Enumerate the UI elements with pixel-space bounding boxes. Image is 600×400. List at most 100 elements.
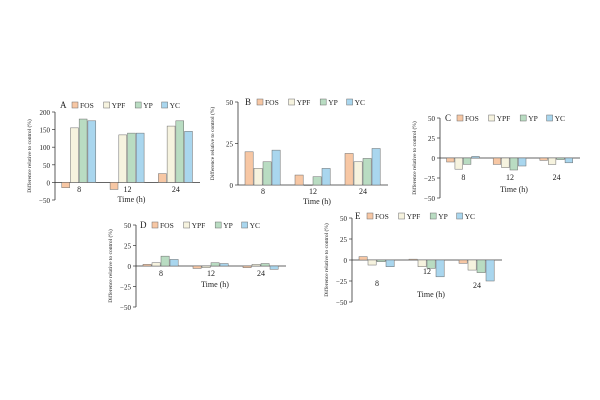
bar-yc-12 bbox=[435, 259, 445, 278]
bar-ypf-12 bbox=[201, 265, 211, 268]
y-tick-label: 0 bbox=[344, 257, 348, 265]
x-tick-label: 24 bbox=[172, 185, 180, 194]
legend-swatch-yc bbox=[241, 221, 248, 229]
y-tick-label: −25 bbox=[120, 284, 131, 292]
bar-yp-8 bbox=[463, 157, 472, 165]
bar-yc-8 bbox=[385, 259, 395, 267]
bar-ypf-24 bbox=[166, 125, 176, 183]
bar-yc-24 bbox=[485, 259, 495, 282]
x-tick-label: 8 bbox=[461, 173, 465, 182]
legend-label-fos: FOS bbox=[465, 114, 479, 123]
bar-fos-12 bbox=[109, 182, 119, 190]
bar-ypf-24 bbox=[251, 264, 261, 267]
panel-a: −50 0 50 100 150 200 8 12 24 Time (h) Difference r… bbox=[26, 100, 200, 205]
legend-swatch-ypf bbox=[488, 114, 495, 122]
bar-yp-24 bbox=[476, 259, 486, 273]
x-tick-label: 24 bbox=[473, 281, 481, 290]
legend-label-yp: YP bbox=[328, 98, 338, 107]
legend-label-fos: FOS bbox=[160, 221, 174, 230]
bar-yp-8 bbox=[160, 255, 170, 267]
legend-swatch-ypf bbox=[103, 101, 110, 109]
bar-yp-12 bbox=[210, 262, 220, 267]
y-tick-label: −25 bbox=[424, 175, 435, 183]
legend-label-yc: YC bbox=[250, 221, 260, 230]
legend-swatch-yc bbox=[456, 212, 463, 220]
bar-fos-8 bbox=[142, 264, 152, 267]
bar-yc-8 bbox=[87, 120, 97, 183]
legend-swatch-fos bbox=[151, 221, 159, 229]
panel-letter: D bbox=[140, 220, 147, 230]
bar-yc-12 bbox=[518, 157, 527, 167]
bar-yp-24 bbox=[556, 157, 565, 160]
bar-ypf-12 bbox=[417, 259, 427, 267]
bar-fos-24 bbox=[242, 265, 252, 268]
bar-yp-8 bbox=[376, 259, 386, 262]
x-tick-label: 12 bbox=[124, 185, 132, 194]
panel-e: −50 −25 0 25 50 8 12 24 Time (h) Difference relat… bbox=[323, 211, 502, 307]
bar-fos-24 bbox=[158, 173, 167, 183]
x-tick-label: 12 bbox=[309, 187, 317, 196]
bar-yc-24 bbox=[564, 157, 573, 164]
legend-swatch-yp bbox=[519, 114, 527, 122]
legend-swatch-ypf bbox=[183, 221, 190, 229]
x-axis-title: Time (h) bbox=[417, 290, 445, 299]
legend-swatch-ypf bbox=[288, 98, 295, 106]
bar-yp-24 bbox=[260, 263, 270, 267]
y-axis-title: Difference relative to control (%) bbox=[107, 229, 114, 303]
legend-swatch-yc bbox=[346, 98, 353, 106]
bar-yp-12 bbox=[509, 157, 518, 171]
y-axis-title: Difference relative to control (%) bbox=[323, 223, 330, 297]
legend-label-yc: YC bbox=[555, 114, 565, 123]
bar-yc-12 bbox=[135, 132, 145, 183]
legend-label-fos: FOS bbox=[265, 98, 279, 107]
bar-yc-8 bbox=[271, 149, 281, 186]
y-tick-label: 50 bbox=[340, 215, 348, 223]
y-tick-label: 100 bbox=[40, 144, 51, 152]
bar-fos-8 bbox=[61, 182, 70, 188]
y-tick-label: −50 bbox=[424, 195, 435, 203]
bar-ypf-24 bbox=[353, 161, 363, 186]
bar-ypf-8 bbox=[70, 127, 79, 183]
legend-label-ypf: YPF bbox=[497, 114, 511, 123]
x-tick-label: 24 bbox=[257, 269, 265, 278]
bar-ypf-8 bbox=[253, 168, 263, 186]
y-tick-label: −50 bbox=[39, 197, 50, 205]
bar-fos-24 bbox=[458, 259, 468, 264]
bar-fos-8 bbox=[358, 256, 368, 261]
panel-letter: E bbox=[355, 211, 361, 221]
bar-ypf-8 bbox=[454, 157, 463, 170]
y-tick-label: 50 bbox=[226, 99, 234, 107]
legend-swatch-yp bbox=[319, 98, 327, 106]
bar-yc-8 bbox=[471, 156, 480, 159]
bar-fos-8 bbox=[446, 157, 455, 163]
x-tick-label: 12 bbox=[506, 173, 514, 182]
bar-yc-24 bbox=[184, 131, 193, 183]
panel-letter: C bbox=[445, 113, 451, 123]
bar-yp-8 bbox=[78, 118, 88, 183]
panel-letter: A bbox=[60, 100, 67, 110]
y-tick-label: 50 bbox=[124, 222, 132, 230]
bar-fos-24 bbox=[344, 153, 354, 186]
legend-label-ypf: YPF bbox=[297, 98, 311, 107]
bar-fos-12 bbox=[192, 265, 202, 269]
bar-yc-12 bbox=[321, 168, 331, 186]
y-tick-label: 25 bbox=[226, 141, 234, 149]
x-axis-title: Time (h) bbox=[500, 185, 528, 194]
bar-ypf-24 bbox=[467, 259, 477, 271]
bar-ypf-8 bbox=[367, 259, 377, 266]
x-tick-label: 24 bbox=[553, 173, 561, 182]
x-tick-label: 8 bbox=[159, 269, 163, 278]
bar-ypf-12 bbox=[501, 157, 510, 168]
legend-label-fos: FOS bbox=[80, 101, 94, 110]
bar-yp-24 bbox=[362, 158, 372, 186]
x-tick-label: 8 bbox=[261, 187, 265, 196]
y-tick-label: 0 bbox=[230, 182, 234, 190]
bar-fos-8 bbox=[244, 151, 254, 186]
y-tick-label: 25 bbox=[124, 243, 132, 251]
bar-yp-8 bbox=[262, 161, 272, 186]
x-tick-label: 12 bbox=[207, 269, 215, 278]
x-tick-label: 8 bbox=[375, 279, 379, 288]
y-tick-label: 0 bbox=[432, 155, 436, 163]
bar-fos-12 bbox=[408, 258, 418, 261]
